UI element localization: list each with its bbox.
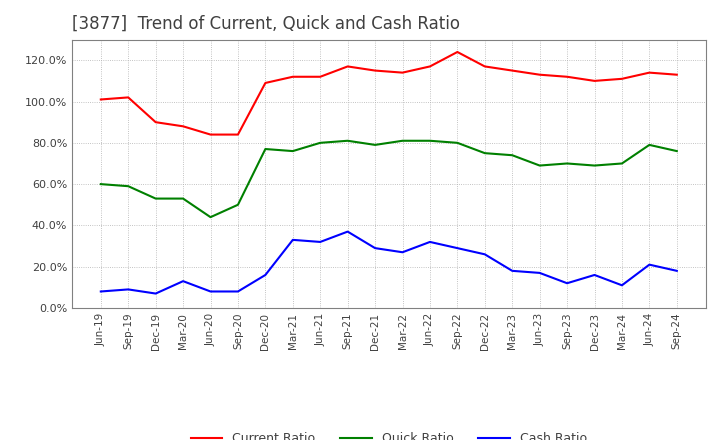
Cash Ratio — [563, 281, 572, 286]
Quick Ratio — [618, 161, 626, 166]
Cash Ratio — [343, 229, 352, 234]
Current Ratio — [179, 124, 187, 129]
Current Ratio — [645, 70, 654, 75]
Current Ratio — [618, 76, 626, 81]
Legend: Current Ratio, Quick Ratio, Cash Ratio: Current Ratio, Quick Ratio, Cash Ratio — [186, 427, 592, 440]
Cash Ratio — [536, 270, 544, 275]
Quick Ratio — [453, 140, 462, 146]
Current Ratio — [261, 81, 270, 86]
Cash Ratio — [96, 289, 105, 294]
Current Ratio — [124, 95, 132, 100]
Text: [3877]  Trend of Current, Quick and Cash Ratio: [3877] Trend of Current, Quick and Cash … — [72, 15, 460, 33]
Current Ratio — [343, 64, 352, 69]
Cash Ratio — [233, 289, 242, 294]
Current Ratio — [453, 49, 462, 55]
Current Ratio — [480, 64, 489, 69]
Current Ratio — [672, 72, 681, 77]
Quick Ratio — [316, 140, 325, 146]
Quick Ratio — [536, 163, 544, 168]
Quick Ratio — [179, 196, 187, 201]
Current Ratio — [398, 70, 407, 75]
Quick Ratio — [206, 215, 215, 220]
Quick Ratio — [563, 161, 572, 166]
Cash Ratio — [480, 252, 489, 257]
Quick Ratio — [672, 148, 681, 154]
Current Ratio — [508, 68, 516, 73]
Current Ratio — [371, 68, 379, 73]
Cash Ratio — [453, 246, 462, 251]
Quick Ratio — [426, 138, 434, 143]
Current Ratio — [426, 64, 434, 69]
Quick Ratio — [124, 183, 132, 189]
Current Ratio — [96, 97, 105, 102]
Cash Ratio — [590, 272, 599, 278]
Cash Ratio — [316, 239, 325, 245]
Cash Ratio — [206, 289, 215, 294]
Current Ratio — [563, 74, 572, 79]
Cash Ratio — [124, 287, 132, 292]
Cash Ratio — [289, 237, 297, 242]
Current Ratio — [151, 120, 160, 125]
Current Ratio — [590, 78, 599, 84]
Quick Ratio — [343, 138, 352, 143]
Quick Ratio — [289, 148, 297, 154]
Cash Ratio — [398, 249, 407, 255]
Quick Ratio — [261, 147, 270, 152]
Cash Ratio — [618, 282, 626, 288]
Cash Ratio — [261, 272, 270, 278]
Line: Current Ratio: Current Ratio — [101, 52, 677, 135]
Line: Quick Ratio: Quick Ratio — [101, 141, 677, 217]
Current Ratio — [289, 74, 297, 79]
Cash Ratio — [371, 246, 379, 251]
Quick Ratio — [590, 163, 599, 168]
Current Ratio — [206, 132, 215, 137]
Current Ratio — [233, 132, 242, 137]
Quick Ratio — [233, 202, 242, 207]
Current Ratio — [316, 74, 325, 79]
Quick Ratio — [398, 138, 407, 143]
Line: Cash Ratio: Cash Ratio — [101, 231, 677, 293]
Cash Ratio — [645, 262, 654, 267]
Quick Ratio — [96, 181, 105, 187]
Current Ratio — [536, 72, 544, 77]
Cash Ratio — [151, 291, 160, 296]
Quick Ratio — [480, 150, 489, 156]
Quick Ratio — [645, 142, 654, 147]
Cash Ratio — [672, 268, 681, 274]
Quick Ratio — [371, 142, 379, 147]
Quick Ratio — [508, 153, 516, 158]
Cash Ratio — [426, 239, 434, 245]
Cash Ratio — [179, 279, 187, 284]
Quick Ratio — [151, 196, 160, 201]
Cash Ratio — [508, 268, 516, 274]
